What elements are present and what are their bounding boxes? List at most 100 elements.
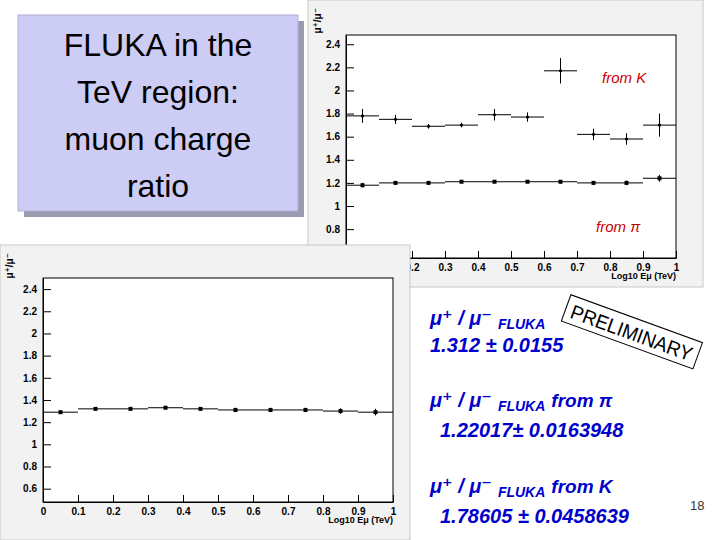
series-label: from π bbox=[596, 218, 641, 235]
x-axis-title: Log10 Eμ (TeV) bbox=[328, 515, 393, 525]
y-tick: 1.2 bbox=[326, 178, 354, 189]
y-tick-label: 1.2 bbox=[23, 417, 37, 428]
y-tick-mark bbox=[43, 400, 51, 401]
series bbox=[346, 175, 676, 188]
x-tick: 0.7 bbox=[571, 251, 585, 273]
y-tick-label: 1.6 bbox=[326, 131, 340, 142]
x-tick-label: 0.5 bbox=[212, 506, 226, 517]
title-box: FLUKA in theTeV region:muon chargeratio bbox=[18, 15, 304, 217]
y-tick-label: 2.4 bbox=[23, 284, 37, 295]
x-tick-label: 0.4 bbox=[472, 262, 486, 273]
y-tick: 1.6 bbox=[23, 373, 51, 384]
series bbox=[346, 58, 676, 145]
marker bbox=[199, 407, 203, 411]
y-tick: 1 bbox=[31, 439, 51, 450]
y-tick-mark bbox=[346, 44, 354, 45]
x-tick-mark bbox=[478, 251, 479, 258]
y-tick-label: 0.8 bbox=[23, 461, 37, 472]
result-heading: μ⁺ / μ⁻FLUKAfrom K bbox=[429, 475, 614, 500]
y-tick-label: 2 bbox=[334, 85, 340, 96]
result-heading: μ⁺ / μ⁻FLUKAfrom π bbox=[429, 389, 613, 414]
x-tick: 0.9 bbox=[352, 495, 366, 517]
y-axis: 0.60.811.21.41.61.822.22.4 bbox=[23, 279, 51, 503]
title-line: muon charge bbox=[65, 121, 252, 157]
y-tick-label: 1 bbox=[31, 439, 37, 450]
marker bbox=[234, 408, 238, 412]
marker bbox=[394, 118, 397, 121]
marker bbox=[493, 180, 497, 184]
plot-frame bbox=[346, 35, 676, 258]
x-tick: 0.6 bbox=[538, 251, 552, 273]
x-tick: 1 bbox=[391, 495, 397, 517]
y-tick-label: 1.8 bbox=[326, 108, 340, 119]
marker bbox=[361, 114, 364, 117]
y-tick: 2.2 bbox=[326, 62, 354, 73]
y-tick: 0.8 bbox=[23, 461, 51, 472]
x-tick-mark bbox=[218, 495, 219, 502]
y-tick-label: 0.8 bbox=[326, 224, 340, 235]
x-tick: 0.3 bbox=[142, 495, 156, 517]
x-tick-mark bbox=[148, 495, 149, 502]
marker bbox=[394, 181, 398, 185]
y-tick-mark bbox=[346, 206, 354, 207]
slide: FLUKA in theTeV region:muon chargeratio 0… bbox=[0, 0, 720, 540]
y-tick: 2 bbox=[334, 85, 354, 96]
x-tick-mark bbox=[393, 495, 394, 502]
y-tick-mark bbox=[346, 90, 354, 91]
y-tick-label: 1.4 bbox=[23, 395, 37, 406]
y-tick-label: 2 bbox=[31, 328, 37, 339]
y-tick: 1.4 bbox=[23, 395, 51, 406]
y-tick: 2.2 bbox=[23, 306, 51, 317]
y-tick: 1.2 bbox=[23, 417, 51, 428]
marker bbox=[94, 407, 98, 411]
x-tick-mark bbox=[113, 495, 114, 502]
x-tick-mark bbox=[358, 495, 359, 502]
marker bbox=[592, 133, 595, 136]
x-tick-label: 0.3 bbox=[142, 506, 156, 517]
marks bbox=[43, 406, 393, 416]
y-axis-line bbox=[346, 36, 347, 259]
result-source: FLUKA bbox=[498, 484, 545, 500]
y-tick-mark bbox=[346, 229, 354, 230]
marker bbox=[625, 137, 628, 140]
y-axis-title: μ⁺/μ⁻ bbox=[312, 8, 323, 34]
y-tick-mark bbox=[43, 289, 51, 290]
result-suffix: from π bbox=[551, 390, 613, 411]
y-tick: 1.8 bbox=[23, 350, 51, 361]
y-tick-label: 1.2 bbox=[326, 178, 340, 189]
x-tick: 0.8 bbox=[317, 495, 331, 517]
result-heading: μ⁺ / μ⁻FLUKA bbox=[429, 307, 545, 332]
y-tick-label: 1.6 bbox=[23, 373, 37, 384]
x-tick: 0.2 bbox=[107, 495, 121, 517]
x-tick-label: 0 bbox=[41, 506, 47, 517]
y-tick-mark bbox=[346, 114, 354, 115]
marker bbox=[374, 410, 378, 414]
y-tick-mark bbox=[43, 356, 51, 357]
x-tick: 0.6 bbox=[247, 495, 261, 517]
x-tick: 0.5 bbox=[505, 251, 519, 273]
x-tick-label: 0.4 bbox=[177, 506, 191, 517]
result-label: μ⁺ / μ⁻ bbox=[429, 475, 492, 497]
x-tick-label: 0.3 bbox=[439, 262, 453, 273]
y-tick: 1.6 bbox=[326, 131, 354, 142]
x-tick: 0.7 bbox=[282, 495, 296, 517]
x-tick: 0.1 bbox=[72, 495, 86, 517]
x-tick-mark bbox=[643, 251, 644, 258]
y-tick-mark bbox=[346, 160, 354, 161]
y-tick: 1 bbox=[334, 201, 354, 212]
result-value: 1.312 ± 0.0155 bbox=[430, 334, 564, 356]
y-tick-mark bbox=[43, 311, 51, 312]
y-axis: 0.811.21.41.61.822.22.4 bbox=[326, 36, 354, 259]
y-tick-mark bbox=[43, 489, 51, 490]
x-tick: 0.9 bbox=[637, 251, 651, 273]
x-tick-mark bbox=[288, 495, 289, 502]
x-tick-label: 0.7 bbox=[282, 506, 296, 517]
chart-0: 0.20.30.40.50.60.70.80.910.811.21.41.61.… bbox=[308, 0, 703, 287]
title-background bbox=[18, 15, 298, 211]
marker bbox=[460, 180, 464, 184]
marker bbox=[559, 69, 562, 72]
marker bbox=[59, 410, 63, 414]
stamp: PRELIMINARY bbox=[561, 295, 702, 369]
x-tick-mark bbox=[610, 251, 611, 258]
marker bbox=[129, 407, 133, 411]
